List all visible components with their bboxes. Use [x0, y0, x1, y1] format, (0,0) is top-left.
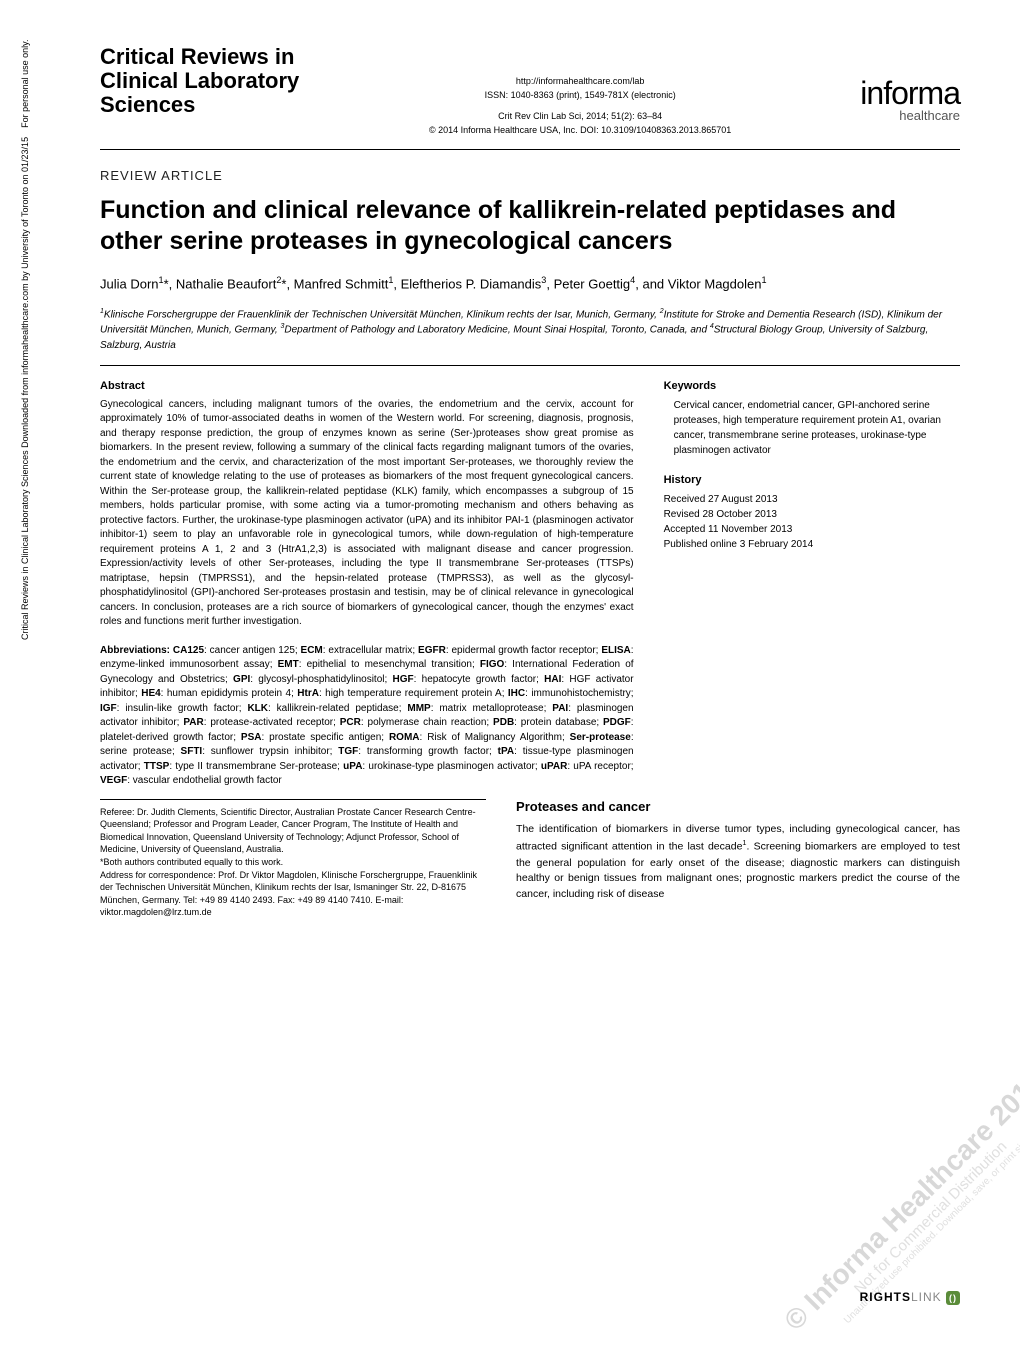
abstract-text: Gynecological cancers, including maligna…	[100, 398, 634, 630]
journal-url: http://informahealthcare.com/lab	[300, 75, 860, 89]
equal-contribution-note: *Both authors contributed equally to thi…	[100, 856, 486, 869]
rightslink-badge[interactable]: RIGHTSLINK ()	[860, 1290, 960, 1305]
section-heading-proteases: Proteases and cancer	[516, 799, 960, 814]
watermark: © Informa Healthcare 2014 Not for Commer…	[779, 1066, 1020, 1356]
history-list: Received 27 August 2013Revised 28 Octobe…	[664, 492, 960, 552]
history-heading: History	[664, 474, 960, 486]
page-header: Critical Reviews in Clinical Laboratory …	[100, 45, 960, 150]
abstract-heading: Abstract	[100, 380, 634, 392]
author-list: Julia Dorn1*, Nathalie Beaufort2*, Manfr…	[100, 274, 960, 294]
footnote-block: Referee: Dr. Judith Clements, Scientific…	[100, 799, 486, 919]
abbreviations-block: Abbreviations: CA125: cancer antigen 125…	[100, 644, 634, 789]
watermark-sub1: Not for Commercial Distribution	[801, 1088, 1020, 1349]
keywords-text: Cervical cancer, endometrial cancer, GPI…	[664, 398, 960, 458]
citation: Crit Rev Clin Lab Sci, 2014; 51(2): 63–8…	[300, 110, 860, 124]
publisher-name: informa	[860, 75, 960, 112]
rightslink-text1: RIGHTS	[860, 1290, 911, 1304]
rightslink-text2: LINK	[911, 1290, 942, 1304]
rightslink-icon: ()	[946, 1291, 960, 1305]
publisher-logo: informa healthcare	[860, 45, 960, 123]
referee-note: Referee: Dr. Judith Clements, Scientific…	[100, 806, 486, 856]
affiliations: 1Klinische Forschergruppe der Frauenklin…	[100, 307, 960, 366]
article-title: Function and clinical relevance of kalli…	[100, 195, 960, 258]
article-type: REVIEW ARTICLE	[100, 168, 960, 183]
keywords-heading: Keywords	[664, 380, 960, 392]
correspondence-note: Address for correspondence: Prof. Dr Vik…	[100, 869, 486, 919]
watermark-sub2: Unauthorized use prohibited. Download, s…	[812, 1099, 1020, 1356]
journal-issn: ISSN: 1040-8363 (print), 1549-781X (elec…	[300, 89, 860, 103]
header-meta: http://informahealthcare.com/lab ISSN: 1…	[300, 45, 860, 137]
journal-title: Critical Reviews in Clinical Laboratory …	[100, 45, 300, 118]
copyright: © 2014 Informa Healthcare USA, Inc. DOI:…	[300, 124, 860, 138]
intro-paragraph: The identification of biomarkers in dive…	[516, 822, 960, 903]
